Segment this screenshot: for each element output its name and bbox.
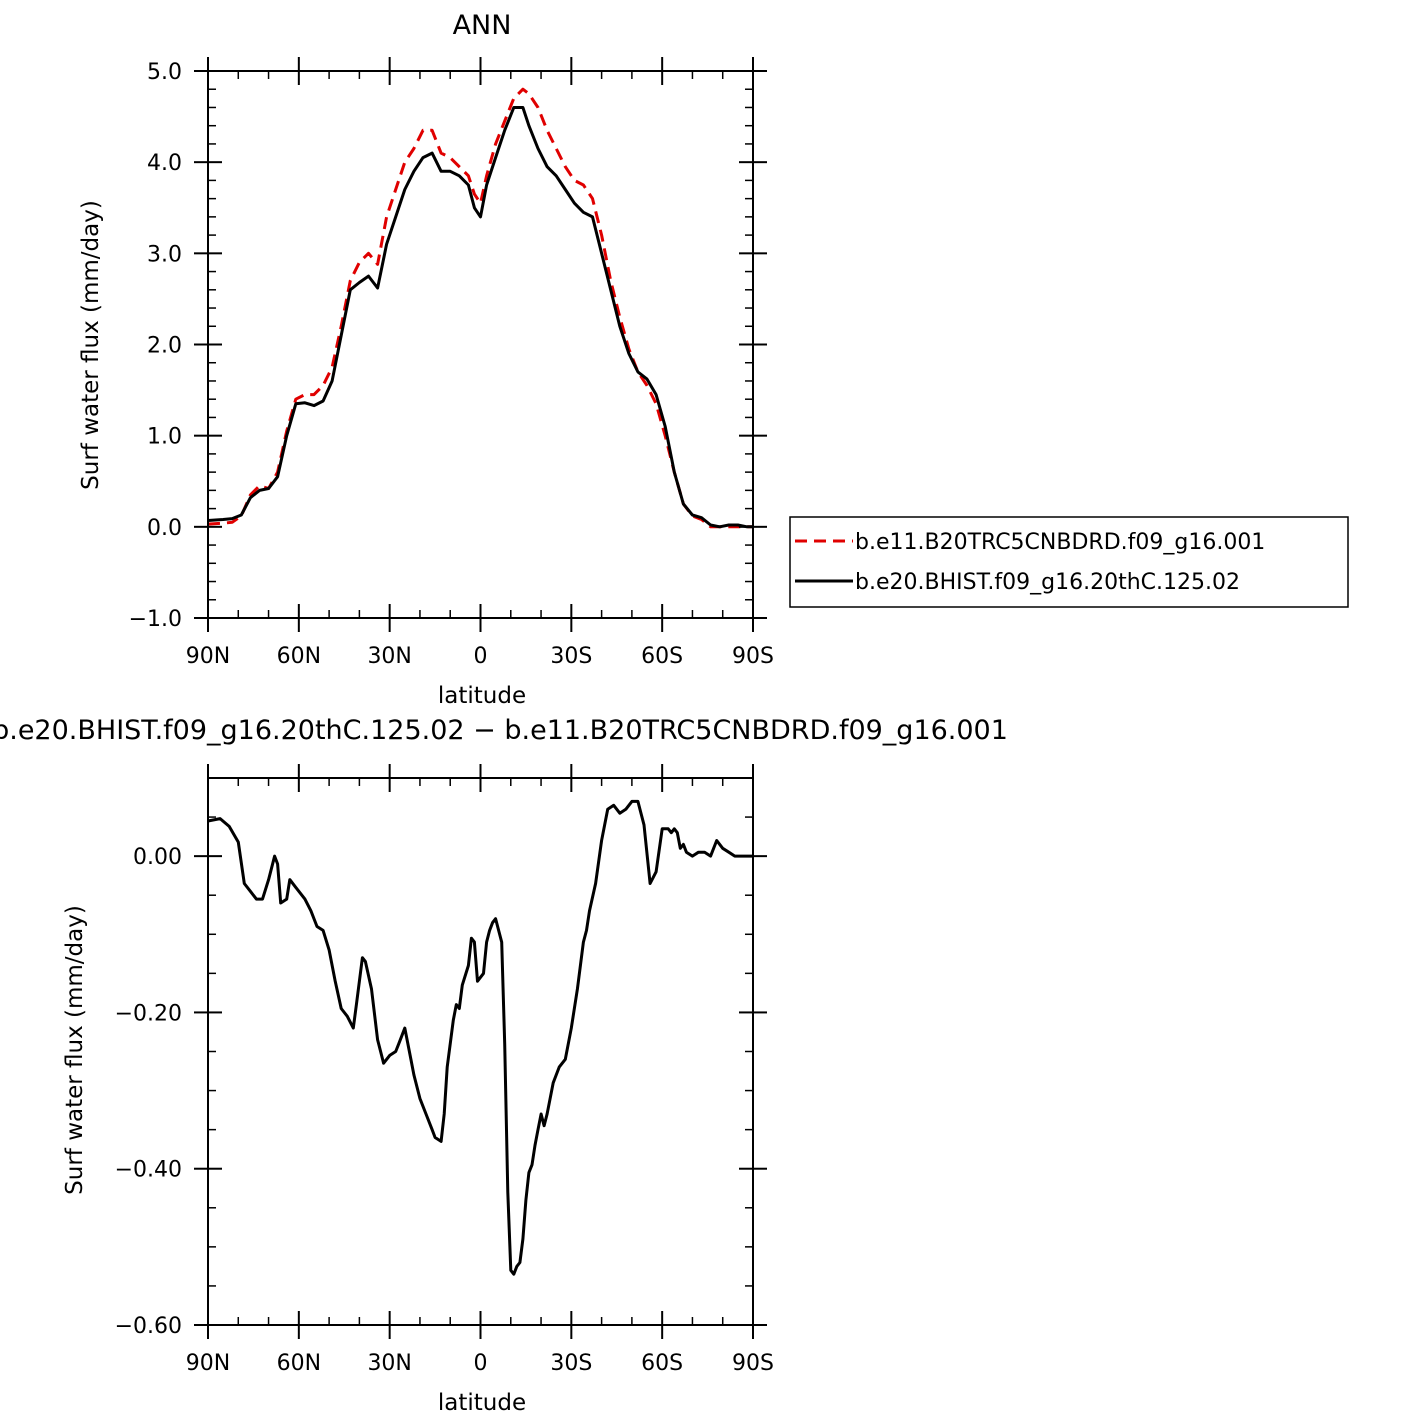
top-x-tick-label: 60S <box>641 644 683 669</box>
top-x-tick-label: 0 <box>474 644 488 669</box>
bottom-x-tick-label: 60N <box>277 1351 321 1376</box>
top-x-tick-label: 30S <box>550 644 592 669</box>
legend-label-series-2: b.e20.BHIST.f09_g16.20thC.125.02 <box>855 570 1240 595</box>
top-y-tick-label: 4.0 <box>147 151 182 176</box>
top-y-tick-label: 3.0 <box>147 242 182 267</box>
legend: b.e11.B20TRC5CNBDRD.f09_g16.001 b.e20.BH… <box>789 516 1349 608</box>
bottom-y-tick-label: −0.20 <box>115 1001 182 1026</box>
bottom-x-tick-label: 90S <box>732 1351 774 1376</box>
bottom-y-tick-label: −0.40 <box>115 1158 182 1183</box>
legend-label-series-1: b.e11.B20TRC5CNBDRD.f09_g16.001 <box>855 530 1265 555</box>
bottom-x-tick-label: 60S <box>641 1351 683 1376</box>
top-y-tick-label: 5.0 <box>147 60 182 85</box>
top-x-axis-label: latitude <box>438 683 526 709</box>
bottom-x-tick-label: 30S <box>550 1351 592 1376</box>
top-plot-frame <box>207 70 754 619</box>
top-y-tick-label: 2.0 <box>147 334 182 359</box>
bottom-plot-frame <box>207 777 754 1326</box>
bottom-x-tick-label: 90N <box>186 1351 230 1376</box>
bottom-panel: b.e20.BHIST.f09_g16.20thC.125.02 − b.e11… <box>0 715 1008 1416</box>
top-x-tick-label: 90S <box>732 644 774 669</box>
top-y-tick-label: 0.0 <box>147 516 182 541</box>
bottom-y-tick-label: −0.60 <box>115 1314 182 1339</box>
bottom-axis-ticks: 90N 60N 30N 0 30S 60S 90S −0.60 −0.40 −0.20 0.00 <box>115 764 774 1376</box>
top-y-tick-label: 1.0 <box>147 425 182 450</box>
bottom-plot-title: b.e20.BHIST.f09_g16.20thC.125.02 − b.e11… <box>0 715 1008 746</box>
bottom-y-tick-label: 0.00 <box>133 845 182 870</box>
top-x-tick-label: 30N <box>367 644 411 669</box>
top-y-tick-label: −1.0 <box>129 607 182 632</box>
bottom-x-axis-label: latitude <box>438 1390 526 1416</box>
bottom-series-group <box>207 799 753 1276</box>
top-axis-ticks: 90N 60N 30N 0 30S 60S 90S −1.0 0.0 1.0 2.0 3.0 4.0 5.… <box>129 57 774 669</box>
top-x-tick-label: 60N <box>277 644 321 669</box>
bottom-x-tick-label: 30N <box>367 1351 411 1376</box>
top-plot-title: ANN <box>453 10 512 41</box>
top-series-line-2 <box>207 106 753 529</box>
bottom-y-axis-label: Surf water flux (mm/day) <box>62 905 88 1195</box>
top-panel: ANN 90N 60N 30N 0 30S 60S 90S −1.0 0.0 1.0 2.0 3.0 4… <box>78 10 1349 709</box>
top-y-axis-label: Surf water flux (mm/day) <box>78 200 104 490</box>
legend-box <box>789 516 1349 608</box>
bottom-x-tick-label: 0 <box>474 1351 488 1376</box>
top-series-line-1 <box>207 87 753 529</box>
bottom-series-line-1 <box>207 799 753 1276</box>
top-series-group <box>207 87 753 529</box>
top-x-tick-label: 90N <box>186 644 230 669</box>
